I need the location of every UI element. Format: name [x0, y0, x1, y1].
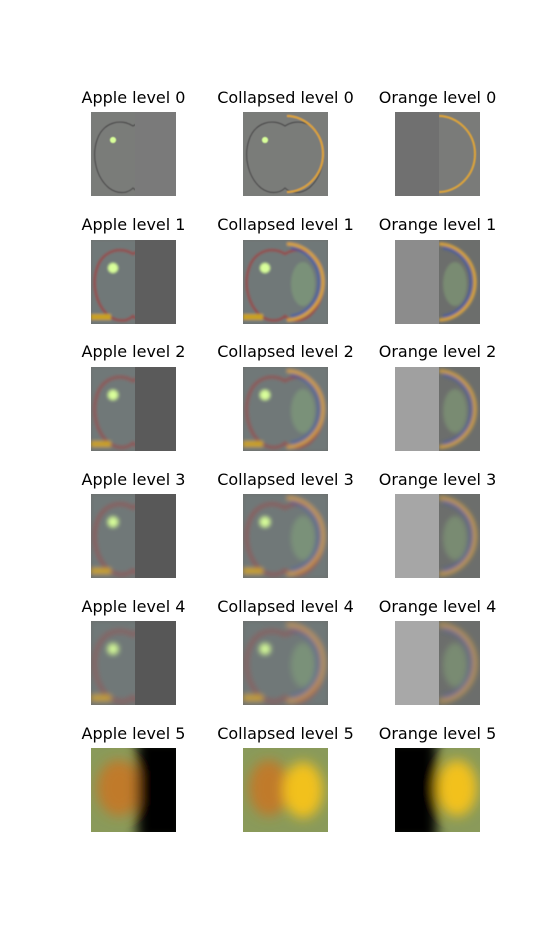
panel-title: Orange level 0 [378, 88, 497, 107]
panel-title: Collapsed level 0 [217, 88, 354, 107]
panel-title: Orange level 1 [378, 215, 497, 234]
panel-title: Apple level 0 [81, 88, 186, 107]
panel-title: Orange level 5 [378, 724, 497, 743]
panel-title: Collapsed level 1 [217, 215, 354, 234]
panel-title: Collapsed level 3 [217, 470, 354, 489]
collapsed-level-4-image [243, 621, 328, 705]
collapsed-level-2-image [243, 367, 328, 451]
panel-title: Orange level 3 [378, 470, 497, 489]
panel-title: Apple level 2 [81, 342, 186, 361]
collapsed-level-5-image [243, 748, 328, 832]
apple-level-0-image [91, 112, 176, 196]
panel-title: Apple level 5 [81, 724, 186, 743]
collapsed-level-0-image [243, 112, 328, 196]
panel-title: Orange level 4 [378, 597, 497, 616]
apple-level-1-image [91, 240, 176, 324]
panel-title: Apple level 1 [81, 215, 186, 234]
panel-title: Orange level 2 [378, 342, 497, 361]
panel-title: Apple level 3 [81, 470, 186, 489]
collapsed-level-3-image [243, 494, 328, 578]
orange-level-5-image [395, 748, 480, 832]
orange-level-1-image [395, 240, 480, 324]
collapsed-level-1-image [243, 240, 328, 324]
orange-level-4-image [395, 621, 480, 705]
panel-title: Collapsed level 4 [217, 597, 354, 616]
apple-level-5-image [91, 748, 176, 832]
apple-level-3-image [91, 494, 176, 578]
apple-level-4-image [91, 621, 176, 705]
panel-title: Collapsed level 2 [217, 342, 354, 361]
panel-title: Collapsed level 5 [217, 724, 354, 743]
apple-level-2-image [91, 367, 176, 451]
panel-title: Apple level 4 [81, 597, 186, 616]
orange-level-3-image [395, 494, 480, 578]
orange-level-2-image [395, 367, 480, 451]
orange-level-0-image [395, 112, 480, 196]
